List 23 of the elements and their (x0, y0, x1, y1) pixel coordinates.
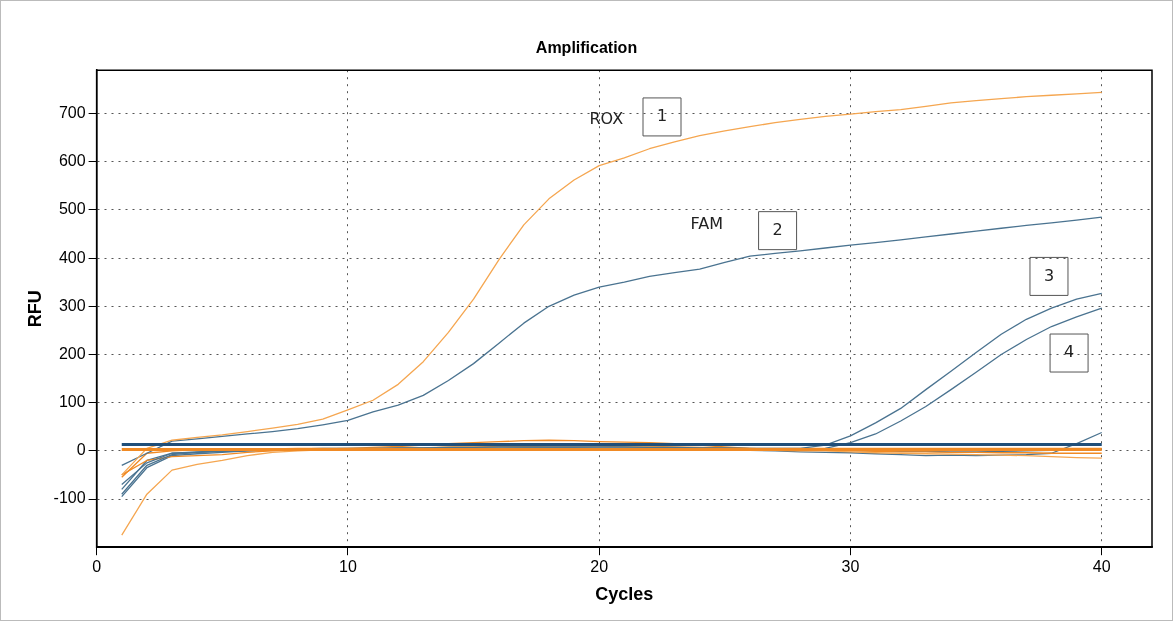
y-tick-label: -100 (53, 489, 86, 507)
y-tick-label: 300 (58, 296, 86, 314)
y-tick-label: 500 (58, 200, 86, 218)
series-label: ROX (589, 109, 624, 129)
y-tick-label: 600 (58, 152, 86, 170)
x-tick-label: 0 (92, 558, 102, 576)
series-label: FAM (690, 213, 724, 233)
y-tick-label: 400 (58, 248, 86, 266)
y-tick-label: 100 (58, 393, 86, 411)
y-tick-label: 700 (58, 103, 86, 121)
x-axis-title: Cycles (595, 584, 654, 605)
y-axis-title: RFU (24, 290, 45, 328)
chart-title: Amplification (535, 39, 638, 57)
annotation: 1 (656, 106, 668, 126)
x-tick-label: 40 (1092, 558, 1111, 576)
y-tick-label: 200 (58, 344, 86, 362)
x-tick-label: 20 (590, 558, 609, 576)
x-tick-label: 10 (339, 558, 357, 576)
annotation: 4 (1063, 342, 1075, 362)
annotation: 2 (772, 219, 783, 239)
x-tick-label: 30 (841, 558, 860, 576)
annotation: 3 (1043, 265, 1055, 285)
y-tick-label: 0 (76, 441, 86, 459)
